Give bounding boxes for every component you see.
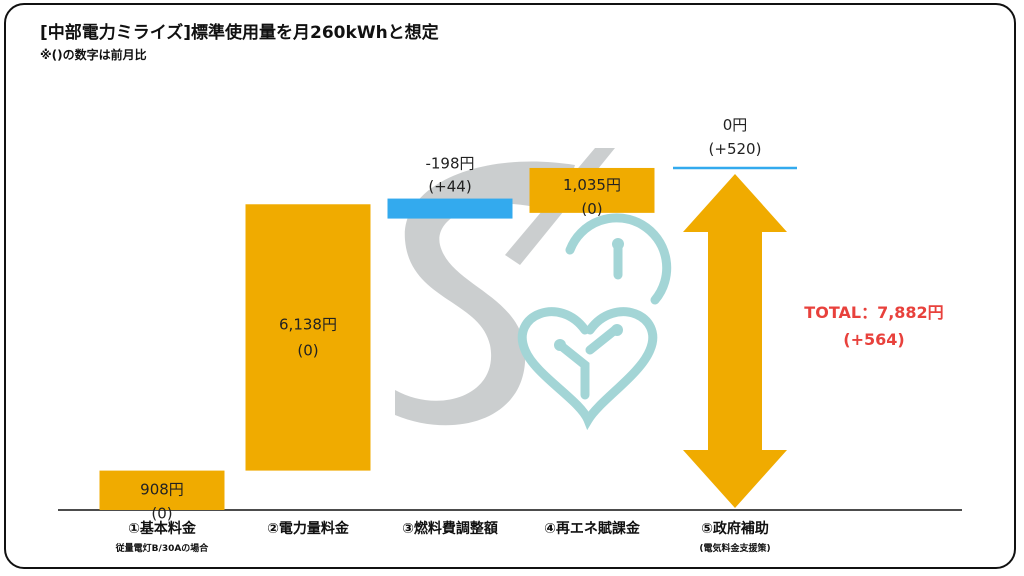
category-note-1: 従量電灯B/30Aの場合 — [115, 542, 210, 554]
category-label-5: ⑤政府補助 — [701, 520, 769, 537]
total-change: (+564) — [843, 330, 904, 349]
page-title: [中部電力ミライズ]標準使用量を月260kWhと想定 — [40, 23, 439, 43]
value-label-5: 0円 — [723, 116, 748, 134]
change-label-4: (0) — [581, 200, 602, 218]
change-label-2: (0) — [297, 341, 318, 359]
bar-1 — [99, 470, 225, 510]
change-label-1: (0) — [151, 505, 172, 523]
change-label-5: (+520) — [709, 140, 762, 158]
watermark-s-icon — [395, 161, 575, 426]
total-arrow — [683, 173, 787, 508]
bar-4 — [529, 167, 655, 213]
value-label-4: 1,035円 — [563, 176, 621, 194]
bar-3 — [387, 198, 513, 219]
category-label-4: ④再エネ賦課金 — [544, 520, 641, 537]
value-label-1: 908円 — [140, 481, 184, 499]
page-subtitle: ※()の数字は前月比 — [40, 48, 147, 62]
category-label-1: ①基本料金 — [128, 520, 197, 537]
category-note-5: (電気料金支援策) — [699, 542, 770, 554]
change-label-3: (+44) — [428, 178, 471, 196]
bar-2 — [245, 204, 371, 471]
watermark-heart-icon — [518, 213, 672, 431]
value-label-3: -198円 — [425, 155, 474, 173]
value-label-2: 6,138円 — [279, 315, 337, 333]
category-label-2: ②電力量料金 — [267, 520, 350, 537]
category-label-3: ③燃料費調整額 — [402, 520, 498, 537]
total-label: TOTAL：7,882円 — [804, 303, 943, 322]
